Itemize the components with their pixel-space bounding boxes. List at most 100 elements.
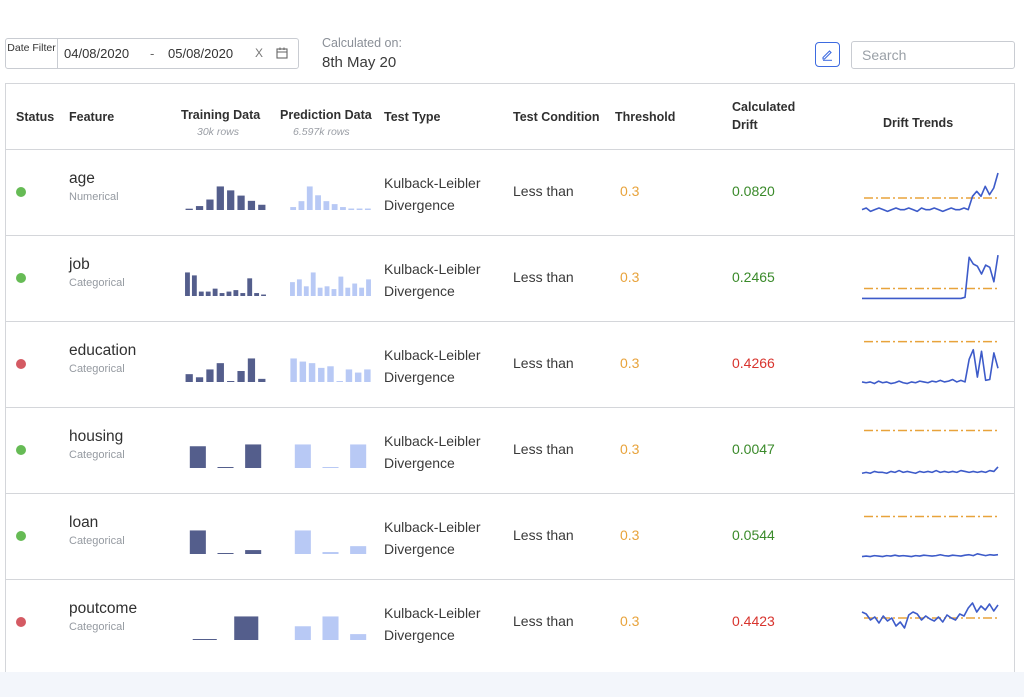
prediction-data-histogram [294, 444, 367, 468]
training-hist-bar [217, 467, 234, 468]
training-hist-bar [237, 195, 245, 210]
training-hist-bar [247, 200, 256, 210]
test-type-line1: Kulback-Leibler [384, 605, 481, 621]
drift-trend-chart [862, 254, 1000, 300]
training-hist-bar [185, 272, 190, 296]
test-condition: Less than [513, 441, 574, 457]
test-condition: Less than [513, 269, 574, 285]
training-hist-bar [245, 444, 262, 468]
header-prediction-rows: 6.597k rows [293, 126, 350, 138]
table-row[interactable]: job Categorical Kulback-Leibler Divergence L… [6, 235, 1014, 321]
test-type-line2: Divergence [384, 627, 455, 643]
feature-name: loan [69, 514, 99, 531]
table-row[interactable]: loan Categorical Kulback-Leibler Divergence… [6, 493, 1014, 579]
table-row[interactable]: education Categorical Kulback-Leibler Diver… [6, 321, 1014, 407]
prediction-hist-bar [290, 207, 297, 210]
training-hist-bar [247, 358, 256, 382]
header-drift-trends: Drift Trends [883, 116, 954, 130]
training-hist-bar [227, 190, 235, 210]
prediction-hist-bar [296, 279, 302, 296]
date-from-input[interactable]: 04/08/2020 [64, 46, 130, 61]
header-training-data: Training Data [181, 108, 261, 122]
header-calculated-drift-line2: Drift [732, 118, 758, 132]
drift-trend-chart [861, 172, 1000, 213]
test-condition: Less than [513, 613, 574, 629]
prediction-hist-bar [323, 201, 330, 210]
feature-type: Numerical [69, 191, 119, 203]
prediction-hist-bar [294, 444, 311, 468]
test-condition: Less than [513, 527, 574, 543]
table-row[interactable]: poutcome Categorical Kulback-Leibler Diverg… [6, 579, 1014, 665]
prediction-data-histogram [294, 530, 367, 554]
prediction-hist-bar [303, 286, 309, 296]
header-feature: Feature [69, 110, 115, 124]
trend-series-line [861, 602, 999, 629]
drift-trend-chart [861, 340, 1000, 385]
prediction-hist-bar [290, 358, 297, 382]
training-hist-bar [195, 206, 204, 210]
calculated-on-value: 8th May 20 [322, 54, 397, 71]
prediction-hist-bar [322, 467, 339, 468]
prediction-hist-bar [294, 626, 311, 640]
date-filter-label: Date Filter [6, 39, 58, 68]
feature-name: age [69, 170, 95, 187]
threshold-value: 0.3 [620, 183, 640, 199]
header-training-rows: 30k rows [197, 126, 240, 138]
training-hist-bar [233, 290, 239, 296]
search-input[interactable] [851, 41, 1015, 69]
table-row[interactable]: housing Categorical Kulback-Leibler Diverge… [6, 407, 1014, 493]
date-filter[interactable]: Date Filter 04/08/2020 - 05/08/2020 X [5, 38, 299, 69]
training-data-histogram [185, 272, 266, 296]
prediction-hist-bar [366, 279, 371, 296]
test-type: Kulback-Leibler Divergence [384, 172, 481, 216]
test-type-line2: Divergence [384, 197, 455, 213]
calendar-icon[interactable] [276, 47, 288, 59]
feature-type: Categorical [69, 621, 125, 633]
prediction-hist-bar [318, 367, 325, 382]
test-type: Kulback-Leibler Divergence [384, 430, 481, 474]
prediction-hist-bar [350, 444, 367, 468]
header-test-condition: Test Condition [513, 110, 600, 124]
training-hist-bar [205, 291, 211, 296]
prediction-hist-bar [315, 195, 321, 210]
test-type-line1: Kulback-Leibler [384, 175, 481, 191]
header-test-type: Test Type [384, 110, 441, 124]
page-footer-band [0, 672, 1024, 697]
training-hist-bar [206, 369, 214, 382]
trend-series-line [861, 553, 999, 558]
prediction-hist-bar [294, 530, 311, 554]
prediction-hist-bar [299, 361, 307, 382]
training-hist-bar [261, 294, 266, 296]
training-hist-bar [219, 293, 225, 296]
training-hist-bar [192, 639, 217, 640]
prediction-hist-bar [317, 287, 323, 296]
calculated-on-label: Calculated on: [322, 36, 402, 50]
header-prediction-data: Prediction Data [280, 108, 372, 122]
drift-trend-chart [861, 602, 1000, 629]
test-type: Kulback-Leibler Divergence [384, 602, 481, 646]
header-status: Status [16, 110, 55, 124]
edit-button[interactable] [815, 42, 840, 67]
test-type-line2: Divergence [384, 455, 455, 471]
prediction-hist-bar [348, 208, 355, 210]
prediction-hist-bar [310, 272, 316, 296]
status-indicator [16, 187, 26, 197]
prediction-hist-bar [308, 363, 316, 382]
prediction-hist-bar [340, 207, 346, 210]
trend-series-line [862, 254, 999, 300]
clear-date-button[interactable]: X [255, 46, 264, 60]
prediction-hist-bar [345, 287, 351, 296]
feature-name: housing [69, 428, 124, 445]
status-indicator [16, 445, 26, 455]
calculated-drift-value: 0.2465 [732, 269, 775, 285]
training-hist-bar [185, 208, 193, 210]
table-row[interactable]: age Numerical Kulback-Leibler Divergence Les… [6, 149, 1014, 235]
training-hist-bar [226, 291, 232, 296]
training-hist-bar [247, 278, 253, 296]
training-data-histogram [192, 616, 259, 640]
training-hist-bar [245, 550, 262, 554]
training-data-histogram [189, 444, 262, 468]
date-to-input[interactable]: 05/08/2020 [168, 46, 234, 61]
drift-trend-chart [861, 429, 1000, 475]
